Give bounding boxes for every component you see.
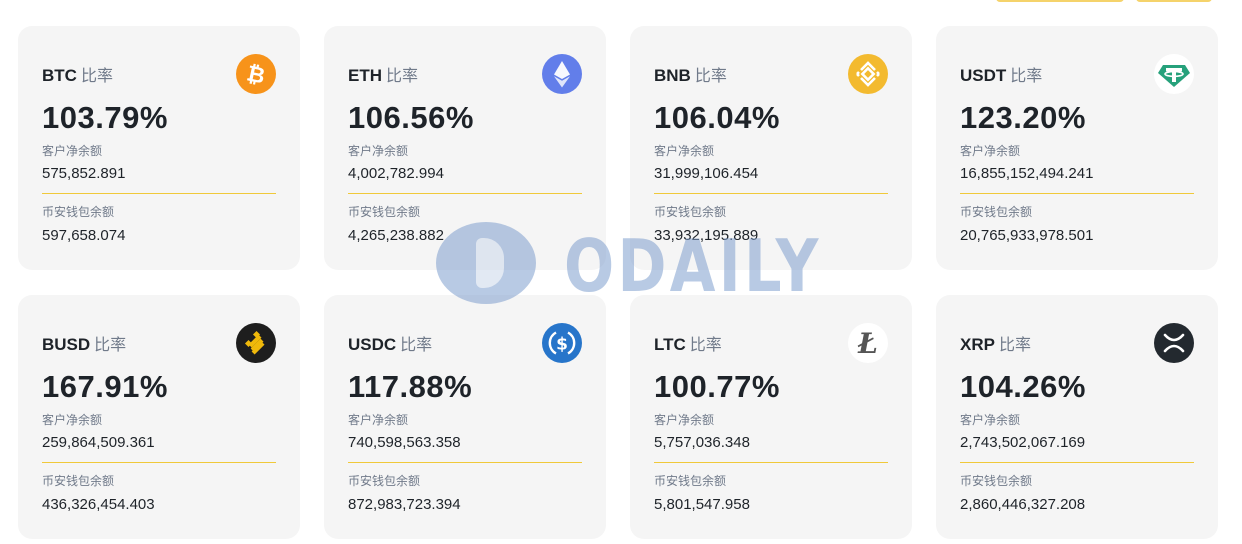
customer-net-balance-value: 2,743,502,067.169 (960, 434, 1086, 451)
wallet-balance-value: 436,326,454.403 (42, 496, 155, 513)
wallet-balance-value: 872,983,723.394 (348, 496, 461, 513)
ratio-value: 123.20% (960, 100, 1086, 135)
wallet-balance-value: 33,932,195.889 (654, 227, 759, 244)
divider (348, 193, 582, 194)
card-title: BUSD 比率 (42, 335, 127, 354)
top-secondary-button[interactable] (1136, 0, 1212, 2)
card-ltc: LTC 比率 Ł 100.77% 客户净余额 5,757,036.348 币安钱包… (630, 295, 912, 539)
wallet-balance-label: 币安钱包余额 (654, 474, 727, 488)
ethereum-icon (542, 54, 582, 94)
svg-text:$: $ (556, 335, 568, 355)
card-btc: BTC 比率 ₿ 103.79% 客户净余额 575,852.891 币安钱包余额… (18, 26, 300, 270)
customer-net-balance-label: 客户净余额 (348, 413, 409, 427)
customer-net-balance-value: 5,757,036.348 (654, 434, 750, 451)
card-title: BTC 比率 (42, 66, 113, 85)
divider (42, 462, 276, 463)
svg-text:₿: ₿ (244, 61, 267, 89)
wallet-balance-value: 4,265,238.882 (348, 227, 444, 244)
card-usdt: USDT 比率 123.20% 客户净余额 16,855,152,494.241 … (936, 26, 1218, 270)
wallet-balance-label: 币安钱包余额 (348, 474, 421, 488)
customer-net-balance-label: 客户净余额 (654, 413, 715, 427)
customer-net-balance-label: 客户净余额 (42, 144, 103, 158)
svg-text:Ł: Ł (857, 327, 878, 360)
customer-net-balance-label: 客户净余额 (42, 413, 103, 427)
wallet-balance-value: 5,801,547.958 (654, 496, 750, 513)
top-action-button[interactable] (996, 0, 1124, 2)
wallet-balance-value: 597,658.074 (42, 227, 126, 244)
xrp-icon (1154, 323, 1194, 363)
wallet-balance-label: 币安钱包余额 (654, 205, 727, 219)
card-title: USDC 比率 (348, 335, 433, 354)
customer-net-balance-value: 740,598,563.358 (348, 434, 461, 451)
customer-net-balance-label: 客户净余额 (960, 144, 1021, 158)
customer-net-balance-value: 575,852.891 (42, 165, 126, 182)
divider (960, 462, 1194, 463)
card-title: LTC 比率 (654, 335, 722, 354)
card-eth: ETH 比率 106.56% 客户净余额 4,002,782.994 币安钱包余额… (324, 26, 606, 270)
wallet-balance-label: 币安钱包余额 (960, 205, 1033, 219)
wallet-balance-label: 币安钱包余额 (42, 474, 115, 488)
divider (348, 462, 582, 463)
customer-net-balance-value: 31,999,106.454 (654, 165, 759, 182)
wallet-balance-label: 币安钱包余额 (348, 205, 421, 219)
ratio-value: 117.88% (348, 369, 473, 404)
busd-icon (236, 323, 276, 363)
card-title: ETH 比率 (348, 66, 419, 85)
bitcoin-icon: ₿ (236, 54, 276, 94)
wallet-balance-label: 币安钱包余额 (42, 205, 115, 219)
divider (654, 462, 888, 463)
divider (960, 193, 1194, 194)
ratio-value: 100.77% (654, 369, 780, 404)
divider (42, 193, 276, 194)
wallet-balance-label: 币安钱包余额 (960, 474, 1033, 488)
card-busd: BUSD 比率 167.91% 客户净余额 259,864,509.361 币安钱… (18, 295, 300, 539)
customer-net-balance-value: 16,855,152,494.241 (960, 165, 1094, 182)
wallet-balance-value: 20,765,933,978.501 (960, 227, 1094, 244)
ratio-value: 106.56% (348, 100, 474, 135)
customer-net-balance-label: 客户净余额 (960, 413, 1021, 427)
customer-net-balance-value: 259,864,509.361 (42, 434, 155, 451)
customer-net-balance-label: 客户净余额 (654, 144, 715, 158)
bnb-icon (848, 54, 888, 94)
ratio-value: 104.26% (960, 369, 1086, 404)
card-bnb: BNB 比率 106.04% 客户净余额 31,999,106.454 币安钱包余… (630, 26, 912, 270)
litecoin-icon: Ł (848, 323, 888, 363)
customer-net-balance-value: 4,002,782.994 (348, 165, 444, 182)
card-title: USDT 比率 (960, 66, 1043, 85)
card-title: BNB 比率 (654, 66, 727, 85)
wallet-balance-value: 2,860,446,327.208 (960, 496, 1086, 513)
ratio-value: 106.04% (654, 100, 780, 135)
card-usdc: USDC 比率 $ 117.88% 客户净余额 740,598,563.358 币… (324, 295, 606, 539)
customer-net-balance-label: 客户净余额 (348, 144, 409, 158)
usdc-icon: $ (542, 323, 582, 363)
ratio-value: 103.79% (42, 100, 168, 135)
card-xrp: XRP 比率 104.26% 客户净余额 2,743,502,067.169 币安… (936, 295, 1218, 539)
divider (654, 193, 888, 194)
tether-icon (1154, 54, 1194, 94)
card-title: XRP 比率 (960, 335, 1031, 354)
ratio-value: 167.91% (42, 369, 168, 404)
